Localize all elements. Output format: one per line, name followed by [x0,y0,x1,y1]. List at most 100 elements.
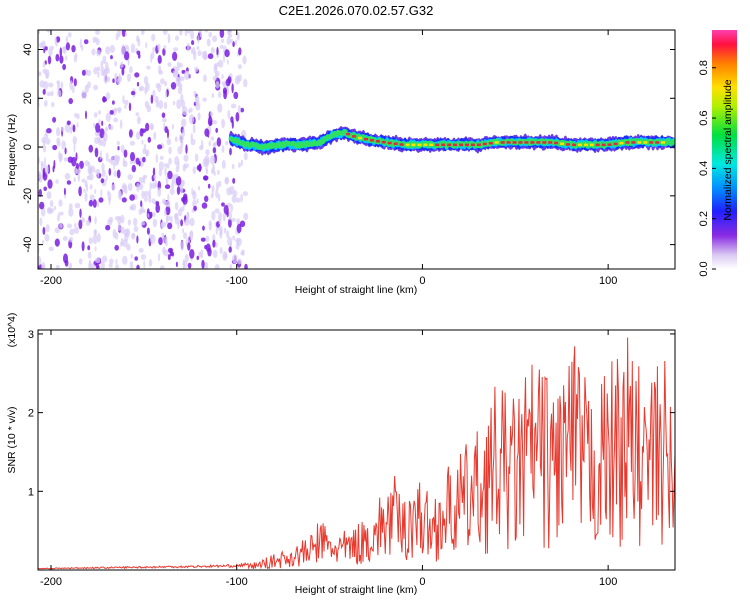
noise-speckle [213,63,218,74]
track-core [506,141,511,144]
noise-speckle [186,211,190,222]
track-core [560,142,565,145]
noise-speckle [108,124,114,131]
noise-speckle [75,162,79,170]
noise-speckle [142,148,147,155]
noise-speckle [184,70,190,81]
noise-speckle [223,83,227,89]
snr-x-tick-label: -200 [40,576,62,588]
noise-speckle [145,82,150,92]
noise-speckle [172,51,178,61]
noise-speckle [230,116,234,123]
spectrogram-y-tick-label: -20 [22,188,34,204]
noise-speckle [57,213,60,222]
noise-speckle [100,178,105,184]
noise-speckle [240,107,245,113]
noise-speckle [89,194,95,201]
noise-speckle [204,245,208,250]
spectrogram-y-tick-label: -40 [22,237,34,253]
noise-speckle [224,49,230,58]
noise-speckle [211,92,214,99]
noise-speckle [197,35,200,44]
noise-speckle [87,251,92,259]
noise-speckle [139,128,144,137]
noise-speckle [131,233,136,238]
noise-speckle [77,173,81,182]
noise-speckle [93,84,99,91]
noise-speckle [164,81,168,87]
noise-speckle [167,62,172,67]
track-core [476,143,481,146]
noise-speckle [207,53,214,60]
noise-speckle [226,59,229,65]
noise-speckle [235,238,241,243]
snr-y-multiplier: (x10^4) [6,313,18,348]
snr-y-label: SNR (10 * v/v) [6,406,18,473]
noise-speckle [73,143,76,153]
noise-speckle [144,196,148,203]
track-core [441,143,446,147]
noise-speckle [160,78,165,85]
noise-speckle [45,72,49,80]
noise-speckle [105,175,108,182]
noise-speckle [116,140,120,146]
noise-speckle [162,117,167,123]
noise-speckle [68,208,74,217]
track-core [548,141,553,144]
noise-speckle [140,254,147,260]
track-core [470,143,475,147]
noise-speckle [152,167,156,177]
noise-speckle [134,72,140,78]
noise-speckle [174,201,179,211]
noise-speckle [211,210,216,221]
noise-speckle [136,182,140,192]
noise-speckle [42,88,46,95]
noise-speckle [101,162,105,172]
noise-speckle [74,167,78,175]
noise-speckle [99,150,102,161]
noise-speckle [140,221,145,226]
track-core [583,143,588,147]
noise-speckle [64,147,67,155]
noise-speckle [72,124,76,133]
colorbar-label: Normalized spectral amplitude [722,79,734,220]
noise-speckle [204,128,210,137]
noise-speckle [147,213,150,218]
noise-speckle [83,39,89,45]
noise-speckle [81,69,86,76]
noise-speckle [96,49,101,57]
noise-speckle [216,137,222,147]
noise-speckle [41,262,46,269]
track-core [482,142,487,146]
noise-speckle [169,188,175,195]
noise-speckle [40,207,46,217]
noise-speckle [149,211,153,219]
noise-speckle [68,98,73,105]
noise-speckle [148,195,152,204]
noise-speckle [127,183,133,191]
noise-speckle [81,44,84,52]
noise-speckle [120,241,123,247]
noise-speckle [95,122,101,133]
noise-speckle [43,186,47,192]
noise-speckle [73,226,80,234]
noise-speckle [223,90,228,100]
noise-speckle [52,165,55,173]
noise-speckle [146,65,151,70]
noise-speckle [95,168,101,175]
noise-speckle [170,82,177,90]
noise-speckle [205,235,210,243]
snr-x-tick-label: 0 [419,576,425,588]
noise-speckle [216,62,220,67]
noise-speckle [120,226,125,234]
noise-speckle [171,123,174,130]
noise-speckle [229,263,232,269]
noise-speckle [182,228,185,234]
noise-speckle [108,168,112,176]
noise-speckle [43,100,48,107]
noise-speckle [157,144,163,150]
noise-speckle [182,163,187,172]
noise-speckle [122,239,128,248]
noise-speckle [159,155,164,160]
noise-speckle [163,236,168,242]
